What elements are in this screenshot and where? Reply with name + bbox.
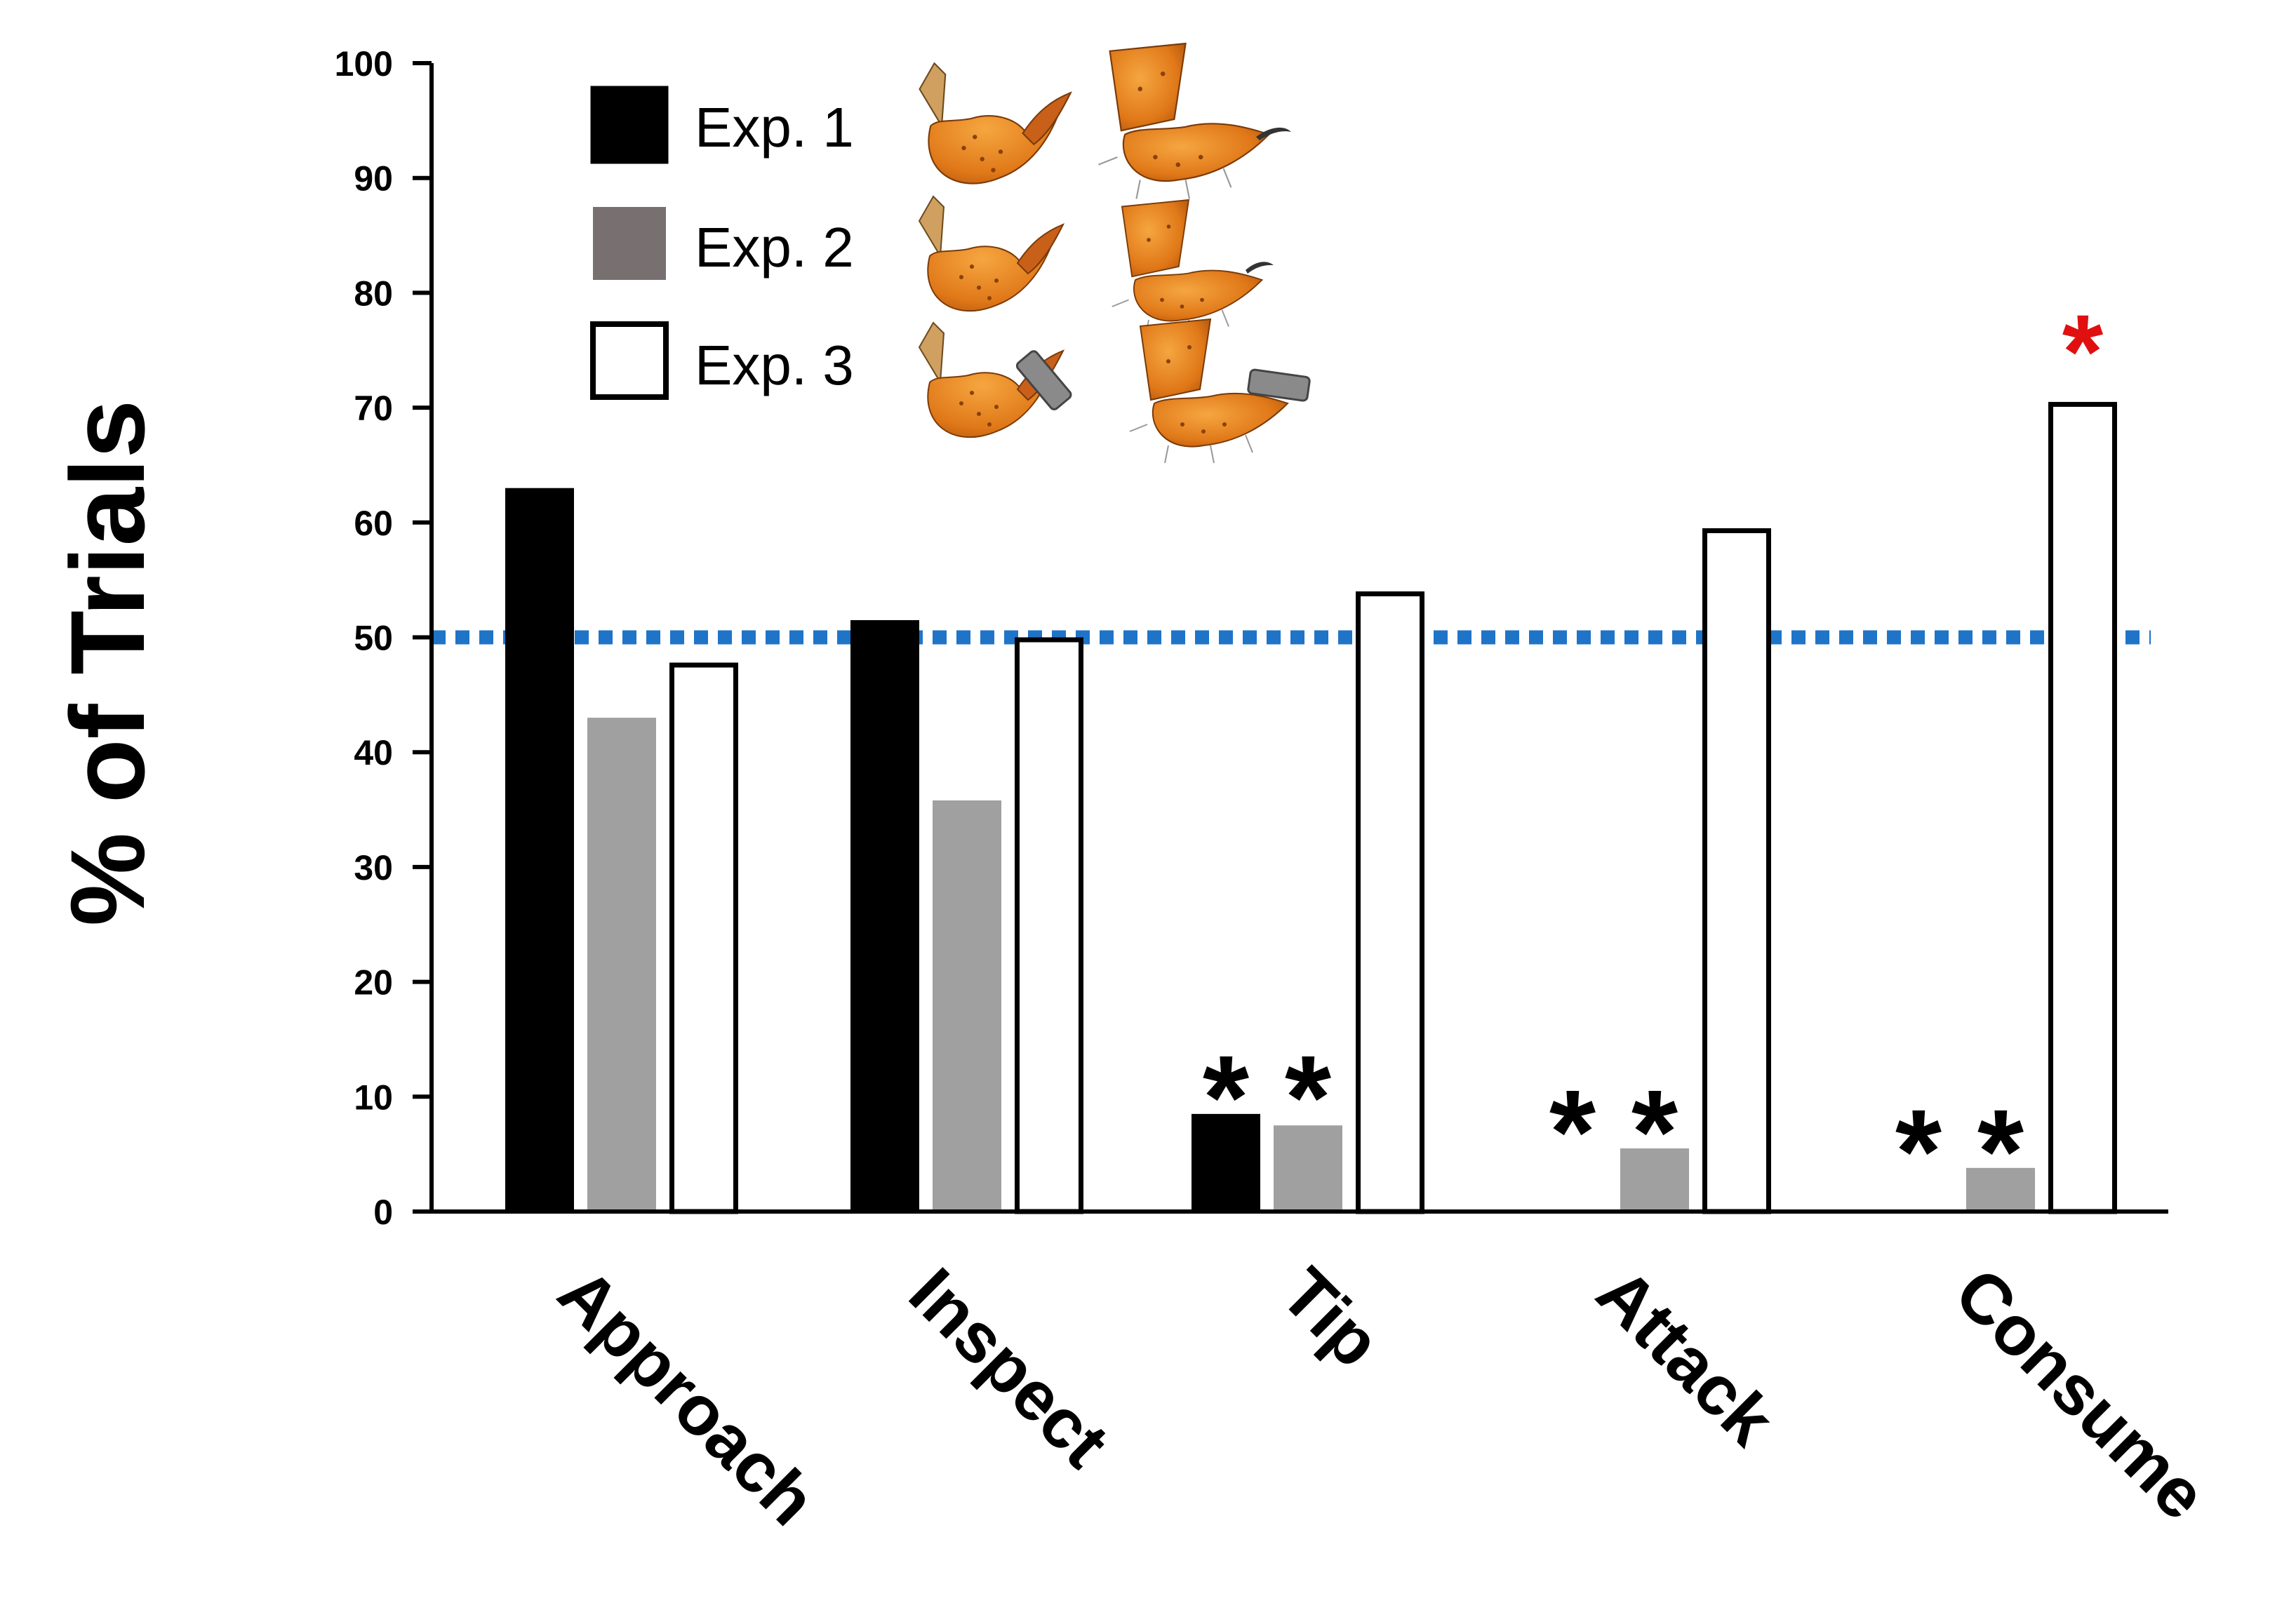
y-tick-label-10: 10 (354, 1078, 393, 1117)
category-label-tip: Tip (1266, 1253, 1395, 1382)
category-label-approach: Approach (543, 1253, 830, 1540)
bar-inspect-exp-3 (1015, 637, 1083, 1214)
category-label-attack: Attack (1582, 1253, 1789, 1461)
legend-label-exp-2: Exp. 2 (695, 216, 854, 279)
category-label-consume: Consume (1940, 1253, 2221, 1534)
y-axis-title: % of Trials (48, 400, 166, 926)
significance-stars: * * * * * * * (1203, 293, 2104, 1219)
y-tick-label-50: 50 (354, 619, 393, 658)
y-tick-label-0: 0 (373, 1193, 393, 1232)
metasoma-stinger-icon (1111, 199, 1263, 337)
category-label-inspect: Inspect (894, 1253, 1123, 1482)
y-tick-label-90: 90 (354, 159, 393, 199)
y-tick-label-70: 70 (354, 389, 393, 428)
stinger-tip-icon (1246, 262, 1274, 274)
legend-swatch-exp-1 (590, 86, 669, 164)
bar-tip-exp-1 (1192, 1113, 1260, 1212)
stinger-claw-icon (919, 196, 1064, 312)
y-tick-label-20: 20 (354, 963, 393, 1002)
category-labels: Approach Inspect Tip Attack Consume (543, 1253, 2221, 1540)
stinger-cap-icon (1247, 368, 1311, 402)
legend: Exp. 1 Exp. 2 Exp. 3 (590, 42, 1311, 464)
legend-swatch-exp-2 (593, 207, 666, 280)
stinger-cap-icon (1015, 350, 1072, 410)
legend-swatch-exp-3 (590, 321, 669, 400)
bar-inspect-exp-2 (933, 800, 1001, 1212)
stinger-claw-icon (919, 62, 1072, 185)
bar-tip-exp-3 (1356, 591, 1424, 1214)
bar-consume-exp-2 (1966, 1167, 2035, 1212)
significance-star-attack-exp-1: * (1549, 1066, 1596, 1199)
significance-star-consume-exp-2: * (1977, 1085, 2024, 1219)
bar-approach-exp-1 (505, 488, 574, 1212)
bar-tip-exp-2 (1274, 1125, 1342, 1212)
y-tick-label-80: 80 (354, 274, 393, 313)
bar-attack-exp-2 (1620, 1148, 1689, 1212)
y-tick-label-30: 30 (354, 848, 393, 887)
significance-star-consume-exp-3: * (2062, 293, 2104, 410)
bar-consume-exp-3 (2048, 401, 2117, 1214)
legend-label-exp-3: Exp. 3 (695, 334, 854, 396)
bar-approach-exp-2 (587, 718, 656, 1212)
y-tick-label-40: 40 (354, 733, 393, 772)
y-tick-labels: 0 10 20 30 40 50 60 70 80 90 100 (335, 44, 432, 1232)
y-tick-label-100: 100 (335, 44, 393, 83)
significance-star-tip-exp-2: * (1285, 1031, 1331, 1165)
significance-star-attack-exp-2: * (1631, 1066, 1678, 1199)
bars-layer (505, 401, 2117, 1214)
bar-attack-exp-3 (1702, 528, 1771, 1214)
significance-star-consume-exp-1: * (1895, 1085, 1942, 1219)
stinger-tip-icon (1256, 127, 1291, 140)
y-tick-label-60: 60 (354, 504, 393, 543)
bar-inspect-exp-1 (850, 619, 919, 1212)
legend-label-exp-1: Exp. 1 (695, 96, 854, 159)
significance-star-tip-exp-1: * (1203, 1031, 1249, 1165)
bar-approach-exp-3 (669, 662, 738, 1214)
metasoma-stinger-icon (1097, 42, 1270, 200)
